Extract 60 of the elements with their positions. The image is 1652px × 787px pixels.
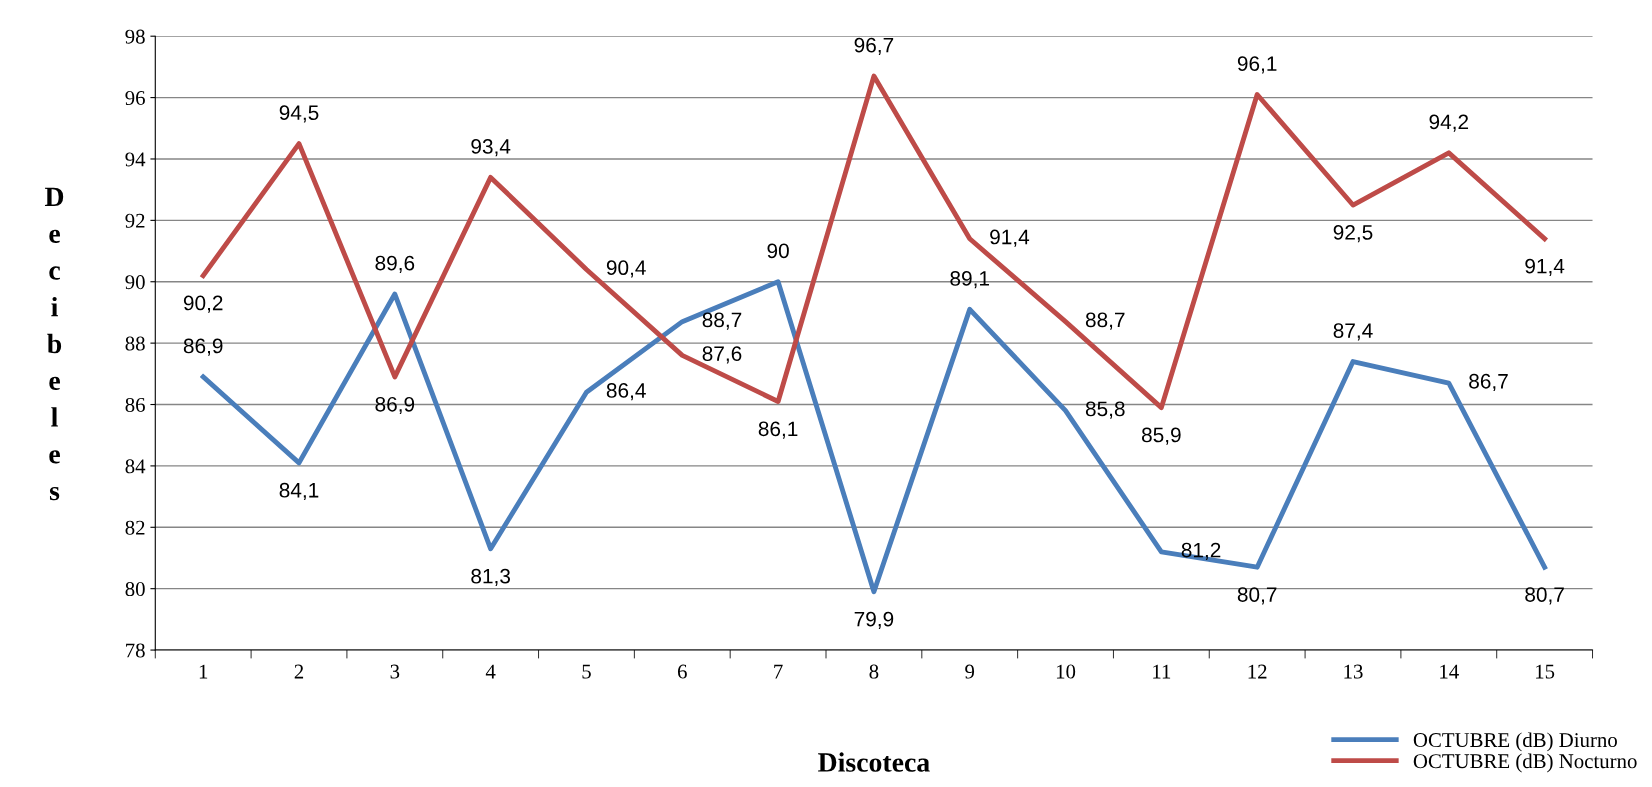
x-tick-label: 9 [965,664,975,679]
data-label: 91,4 [990,229,1030,247]
data-label: 89,6 [375,255,415,273]
data-label: 81,2 [1181,542,1221,560]
y-tick-label: 94 [125,152,146,167]
y-tick-label: 96 [125,91,145,106]
y-tick-label: 90 [125,275,145,290]
data-label: 96,7 [854,37,894,55]
data-label: 92,5 [1333,225,1373,243]
data-label: 94,2 [1429,114,1469,132]
data-label: 84,1 [279,482,319,501]
y-tick-label: 80 [125,582,145,597]
data-label: 85,9 [1141,427,1181,445]
x-tick-label: 15 [1536,664,1555,679]
data-label: 91,4 [1525,258,1565,276]
data-label: 86,1 [758,421,798,439]
data-label: 88,7 [1085,312,1125,330]
x-tick-label: 7 [774,664,783,679]
data-label: 87,6 [702,346,742,364]
data-label: 88,7 [702,312,742,330]
data-label: 86,4 [606,383,646,401]
x-tick-label: 4 [485,664,496,679]
data-label: 89,1 [950,271,989,289]
data-label: 90 [767,243,789,259]
x-tick-label: 8 [869,664,879,679]
y-tick-label: 78 [126,643,145,658]
y-tick-label: 86 [125,397,145,412]
data-label: 93,4 [471,139,511,157]
data-label: 81,3 [471,568,510,586]
data-label: 96,1 [1237,56,1277,74]
data-label: 94,5 [279,105,319,123]
data-label: 86,9 [183,338,223,356]
x-tick-label: 5 [582,664,591,679]
data-label: 90,4 [606,260,646,278]
data-label: 86,7 [1469,373,1508,392]
y-tick-label: 88 [125,336,145,351]
text: Decibeles [44,187,64,501]
data-label: 79,9 [854,611,894,629]
legend-label: OCTUBRE (dB) Nocturno [1413,753,1637,773]
x-tick-label: 13 [1344,664,1363,679]
y-tick-label: 98 [125,29,145,44]
y-tick-label: 92 [125,213,145,228]
x-tick-label: 12 [1248,664,1267,679]
data-label: 80,7 [1525,587,1564,605]
y-tick-label: 82 [125,520,145,535]
x-tick-label: 1 [199,664,208,679]
y-tick-label: 84 [125,459,146,474]
data-label: 80,7 [1237,587,1277,605]
x-tick-label: 6 [677,664,687,679]
x-axis-title: Discoteca [818,752,930,772]
x-tick-label: 3 [390,664,400,679]
x-tick-label: 10 [1056,664,1076,679]
legend-label: OCTUBRE (dB) Diurno [1413,732,1617,752]
x-tick-label: 11 [1153,664,1171,679]
data-label: 85,8 [1085,401,1125,419]
data-label: 90,2 [183,295,223,313]
data-label: 86,9 [375,396,415,415]
data-label: 87,4 [1333,323,1373,341]
x-tick-label: 2 [294,664,304,679]
x-tick-label: 14 [1440,664,1459,679]
